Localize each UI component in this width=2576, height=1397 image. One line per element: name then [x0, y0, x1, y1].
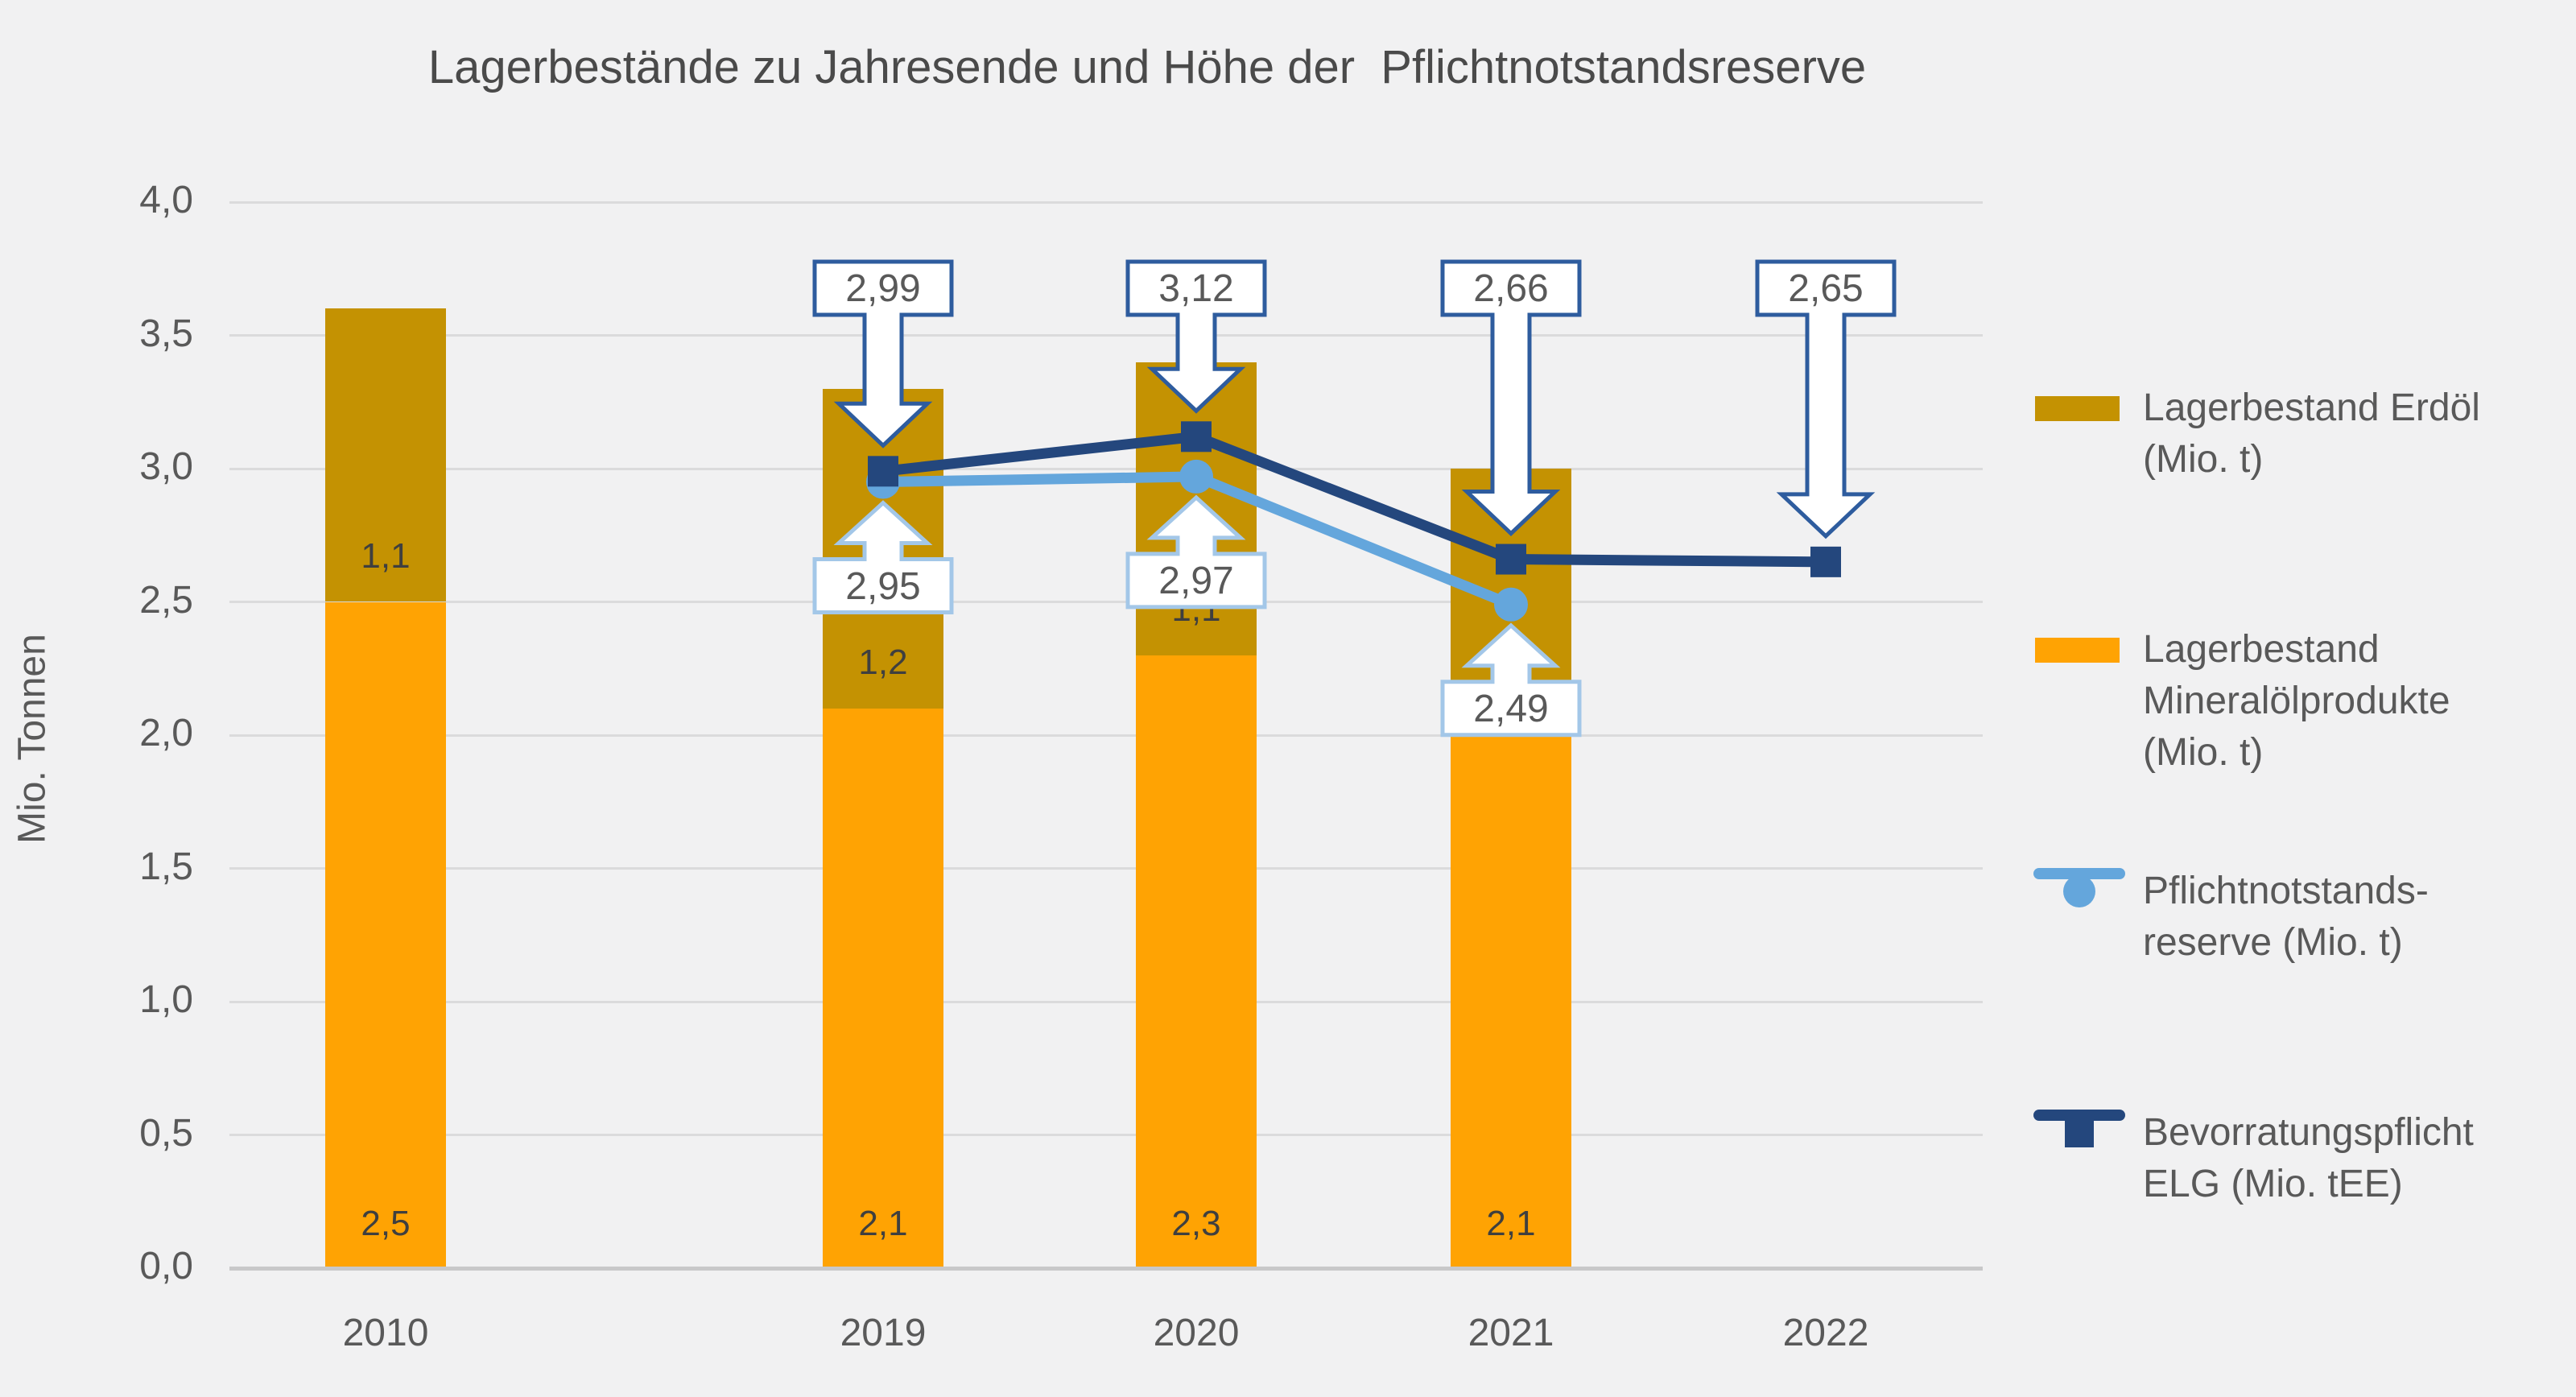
- callout-value-label: 2,97: [1158, 559, 1234, 602]
- y-tick-label: 3,0: [139, 445, 193, 488]
- callout-value-label: 2,66: [1473, 267, 1549, 310]
- bar-value-label-mineraloelprodukte: 2,3: [1171, 1204, 1221, 1243]
- x-tick-label: 2019: [840, 1312, 927, 1354]
- x-axis-line: [229, 1266, 1983, 1271]
- marker-square: [868, 456, 898, 487]
- gridline: [229, 1134, 1983, 1136]
- gridline: [229, 1000, 1983, 1003]
- bar-value-label-erdoel: 1,2: [858, 642, 908, 682]
- bar-segment-erdoel: [325, 308, 446, 602]
- marker-square: [1496, 544, 1526, 575]
- gridline: [229, 334, 1983, 337]
- callout-value-label: 3,12: [1158, 267, 1234, 310]
- marker-circle: [1494, 587, 1528, 622]
- x-tick-label: 2020: [1153, 1312, 1240, 1354]
- y-tick-label: 2,0: [139, 712, 193, 754]
- bar-segment-mineraloelprodukte: [325, 601, 446, 1267]
- bar-segment-mineraloelprodukte: [1451, 708, 1571, 1267]
- y-tick-label: 0,5: [139, 1111, 193, 1155]
- callout-box: [812, 259, 954, 448]
- legend-item-label: Pflichtnotstands-reserve (Mio. t): [2143, 870, 2429, 964]
- callout-box: [1440, 622, 1582, 738]
- marker-circle: [1179, 459, 1213, 494]
- gridline: [229, 467, 1983, 470]
- gridline: [229, 867, 1983, 870]
- legend-circle-marker: [2033, 868, 2125, 907]
- y-tick-label: 4,0: [139, 179, 193, 221]
- bar-value-label-mineraloelprodukte: 2,1: [858, 1204, 908, 1243]
- y-tick-label: 0,0: [139, 1245, 193, 1287]
- y-tick-label: 3,5: [139, 312, 193, 355]
- callout-box: [1125, 494, 1267, 610]
- bar-value-label-erdoel: 1,1: [361, 535, 411, 576]
- legend-swatch: [2035, 638, 2120, 663]
- y-tick-label: 2,5: [139, 578, 193, 622]
- x-tick-label: 2010: [342, 1312, 429, 1354]
- bar-segment-mineraloelprodukte: [1136, 655, 1257, 1267]
- legend-swatch: [2035, 396, 2120, 421]
- legend-item-label: Bevorratungspflicht ELG (Mio. tEE): [2143, 1111, 2474, 1205]
- chart-title: Lagerbestände zu Jahresende und Höhe der…: [427, 41, 1867, 93]
- callout-value-label: 2,99: [845, 267, 921, 310]
- y-tick-label: 1,5: [139, 845, 193, 888]
- bar-value-label-mineraloelprodukte: 2,1: [1486, 1204, 1536, 1243]
- callout-value-label: 2,65: [1788, 267, 1864, 310]
- legend-square-marker: [2033, 1110, 2125, 1147]
- y-tick-label: 1,0: [139, 978, 193, 1021]
- gridline: [229, 601, 1983, 603]
- gridline: [229, 734, 1983, 737]
- callout-box: [1125, 259, 1267, 414]
- bar-value-label-mineraloelprodukte: 2,5: [361, 1204, 411, 1243]
- callout-value-label: 2,95: [845, 564, 921, 608]
- marker-square: [1810, 546, 1841, 577]
- bar-segment-mineraloelprodukte: [823, 708, 943, 1267]
- callout-box: [812, 500, 954, 615]
- legend-item-label: Lagerbestand Erdöl (Mio. t): [2143, 386, 2480, 481]
- callout-box: [1755, 259, 1897, 539]
- x-tick-label: 2022: [1782, 1312, 1869, 1354]
- callout-box: [1440, 259, 1582, 536]
- x-tick-label: 2021: [1468, 1312, 1554, 1354]
- legend-item-label: Lagerbestand Mineralölprodukte (Mio. t): [2143, 628, 2450, 774]
- marker-square: [1181, 421, 1212, 453]
- gridline: [229, 200, 1983, 204]
- callout-value-label: 2,49: [1473, 687, 1549, 730]
- line-bevorratungspflicht-elg: [882, 431, 1827, 568]
